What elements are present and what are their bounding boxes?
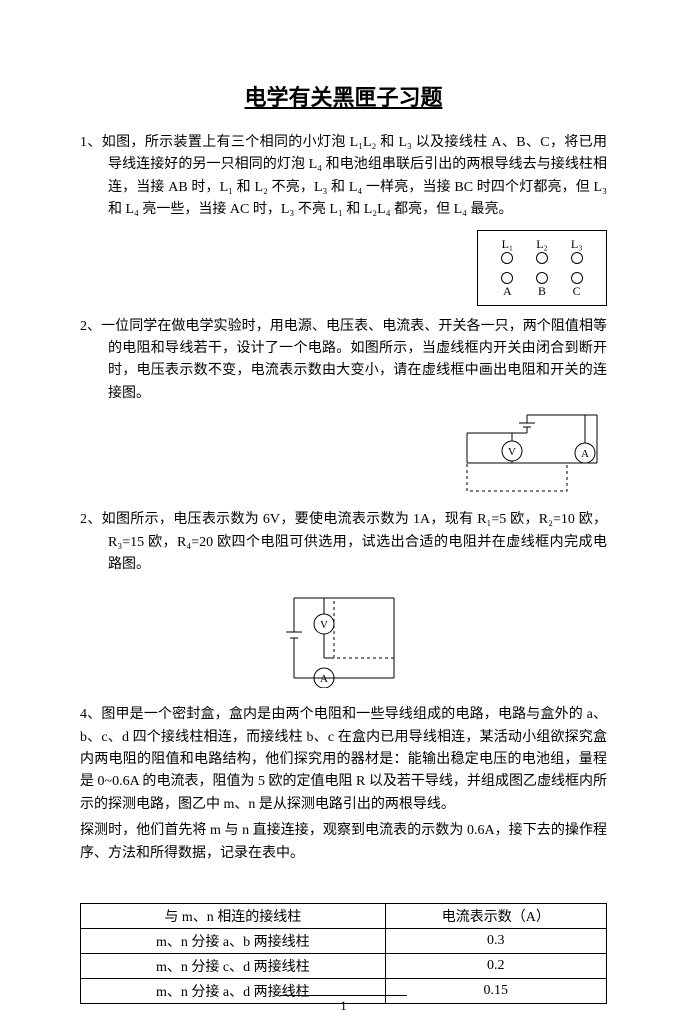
fig1-label-l2: L₂ — [536, 237, 548, 252]
svg-text:A: A — [320, 673, 328, 685]
fig1-label-c: C — [573, 284, 581, 299]
figure-2-wrap: V A — [80, 413, 607, 493]
problem-4-part1: 4、图甲是一个密封盒，盒内是由两个电阻和一些导线组成的电路，电路与盒外的 a、b… — [80, 704, 607, 816]
figure-1-terminal-box: L₁ L₂ L₃ A B C — [477, 230, 607, 306]
terminal-ring-icon — [536, 252, 548, 264]
table-cell: 0.2 — [385, 954, 606, 979]
figure-3-wrap: V A — [80, 588, 607, 688]
figure-2-circuit: V A — [457, 413, 607, 493]
problem-3-text: 如图所示，电压表示数为 6V，要使电流表示数为 1A，现有 R₁=5 欧，R₂=… — [102, 512, 607, 572]
fig1-label-l1: L₁ — [502, 237, 514, 252]
table-header: 与 m、n 相连的接线柱 — [81, 904, 386, 929]
table-cell: m、n 分接 c、d 两接线柱 — [81, 954, 386, 979]
problem-3: 2、如图所示，电压表示数为 6V，要使电流表示数为 1A，现有 R₁=5 欧，R… — [80, 509, 607, 576]
terminal-ring-icon — [571, 252, 583, 264]
table-cell: 0.3 — [385, 929, 606, 954]
problem-1-number: 1、 — [80, 135, 102, 150]
terminal-ring-icon — [501, 252, 513, 264]
problem-1-text: 如图，所示装置上有三个相同的小灯泡 L₁L₂ 和 L₃ 以及接线柱 A、B、C，… — [102, 135, 607, 217]
problem-2-number: 2、 — [80, 319, 101, 334]
table-header: 电流表示数（A） — [385, 904, 606, 929]
page: 电学有关黑匣子习题 1、如图，所示装置上有三个相同的小灯泡 L₁L₂ 和 L₃ … — [0, 0, 687, 1034]
problem-1: 1、如图，所示装置上有三个相同的小灯泡 L₁L₂ 和 L₃ 以及接线柱 A、B、… — [80, 132, 607, 222]
table-cell: m、n 分接 a、b 两接线柱 — [81, 929, 386, 954]
fig1-label-l3: L₃ — [571, 237, 583, 252]
terminal-ring-icon — [501, 272, 513, 284]
problem-2: 2、一位同学在做电学实验时，用电源、电压表、电流表、开关各一只，两个阻值相等的电… — [80, 316, 607, 406]
problem-3-number: 2、 — [80, 512, 102, 527]
table-row: m、n 分接 c、d 两接线柱 0.2 — [81, 954, 607, 979]
table-row: m、n 分接 a、b 两接线柱 0.3 — [81, 929, 607, 954]
svg-text:A: A — [581, 448, 589, 460]
svg-text:V: V — [508, 446, 516, 458]
figure-3-circuit: V A — [274, 588, 414, 688]
problem-2-text: 一位同学在做电学实验时，用电源、电压表、电流表、开关各一只，两个阻值相等的电阻和… — [101, 319, 607, 401]
page-title: 电学有关黑匣子习题 — [80, 80, 607, 112]
figure-1-wrap: L₁ L₂ L₃ A B C — [80, 230, 607, 306]
table-header-row: 与 m、n 相连的接线柱 电流表示数（A） — [81, 904, 607, 929]
terminal-ring-icon — [571, 272, 583, 284]
terminal-ring-icon — [536, 272, 548, 284]
page-number: 1 — [0, 998, 687, 1014]
data-table: 与 m、n 相连的接线柱 电流表示数（A） m、n 分接 a、b 两接线柱 0.… — [80, 903, 607, 1004]
fig1-label-b: B — [538, 284, 546, 299]
problem-4-part2: 探测时，他们首先将 m 与 n 直接连接，观察到电流表的示数为 0.6A，接下去… — [80, 820, 607, 865]
fig1-label-a: A — [503, 284, 512, 299]
svg-text:V: V — [320, 619, 328, 631]
